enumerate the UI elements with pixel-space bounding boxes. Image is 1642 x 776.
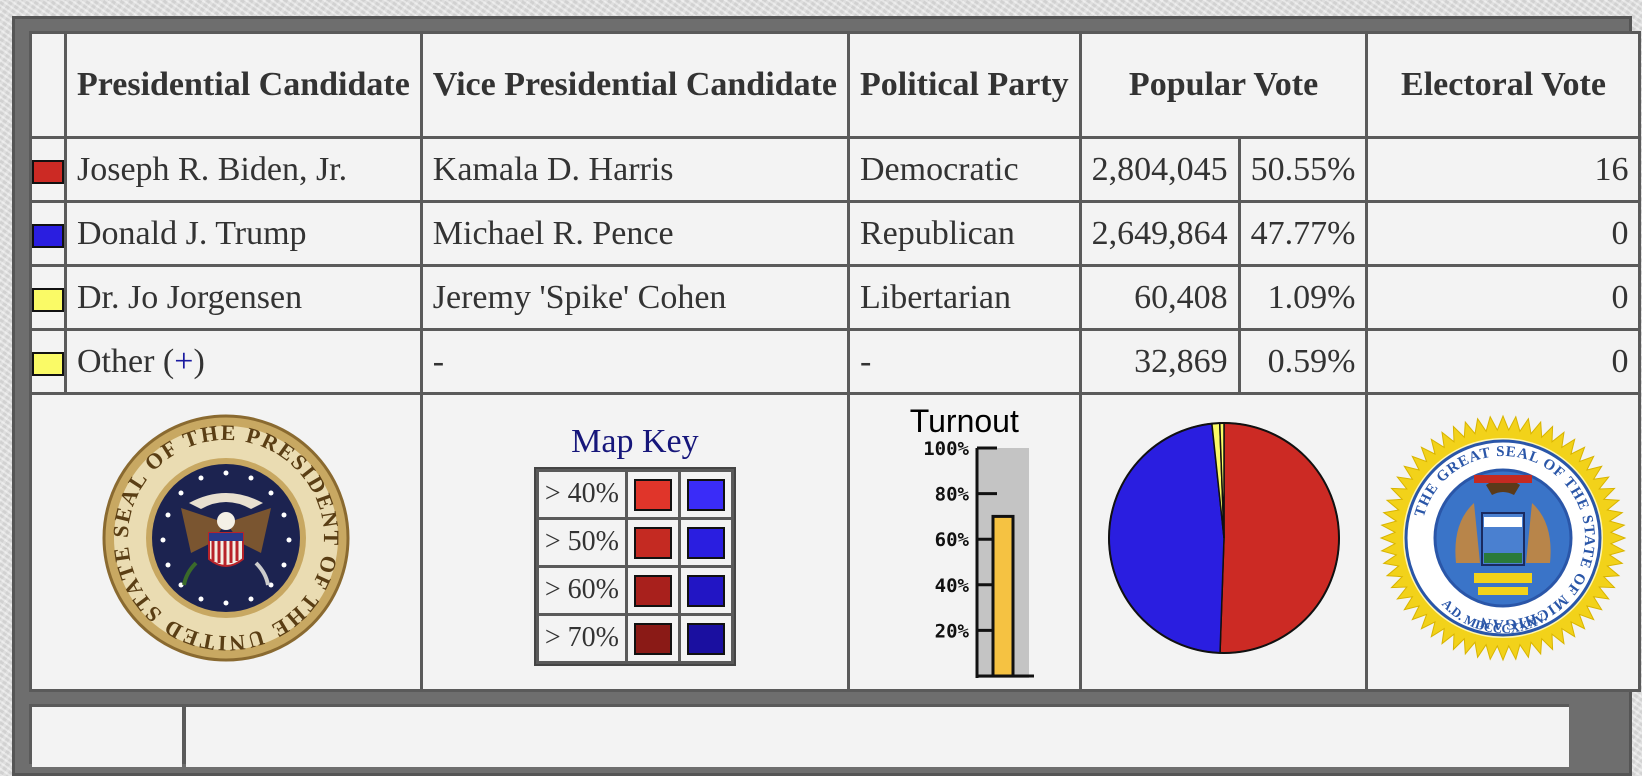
president-name: Dr. Jo Jorgensen (67, 267, 420, 328)
swatch-header (32, 34, 64, 136)
swatch-cell (32, 139, 64, 200)
dem-color-box (633, 478, 672, 511)
map-key-row: > 40% (538, 471, 731, 517)
rep-color-box (686, 478, 725, 511)
vice-president-name: - (422, 331, 847, 392)
other-prefix: Other ( (77, 342, 175, 380)
popular-vote-percent: 1.09% (1240, 267, 1366, 328)
party-color-swatch (32, 159, 64, 184)
map-key-table: > 40% > 50% > 60% > (533, 466, 736, 666)
map-key-dem-cell (627, 567, 678, 613)
map-key-cell: Map Key > 40% > 50% > 60% (422, 395, 847, 689)
electoral-vote-count: 0 (1368, 267, 1639, 328)
popular-vote-count: 2,649,864 (1081, 203, 1238, 264)
electoral-vote-header: Electoral Vote (1368, 34, 1639, 136)
party-header: Political Party (849, 34, 1079, 136)
party-color-swatch (32, 287, 64, 312)
map-key-label: > 40% (538, 471, 625, 517)
rep-color-box (686, 526, 725, 559)
michigan-seal-cell: THE GREAT SEAL OF THE STATE OF MICHIGAN … (1368, 395, 1639, 689)
president-name: Other (+) (67, 331, 420, 392)
map-key-dem-cell (627, 615, 678, 661)
presidential-header: Presidential Candidate (67, 34, 420, 136)
map-key-label: > 50% (538, 519, 625, 565)
popular-vote-pie-chart (1107, 421, 1340, 654)
swatch-cell (32, 267, 64, 328)
turnout-tick-label: 60% (935, 529, 970, 551)
expand-others-link[interactable]: + (174, 342, 194, 380)
party-name: Republican (849, 203, 1079, 264)
popular-vote-header: Popular Vote (1081, 34, 1366, 136)
map-key-label: > 70% (538, 615, 625, 661)
turnout-cell: Turnout 100% 80% 60% 40% 20% (849, 395, 1079, 689)
graphics-row: SEAL OF THE PRESIDENT OF THE UNITED STAT… (32, 395, 1639, 689)
party-name: Libertarian (849, 267, 1079, 328)
turnout-tick-label: 80% (935, 484, 970, 506)
popular-vote-count: 32,869 (1081, 331, 1238, 392)
electoral-vote-count: 0 (1368, 331, 1639, 392)
presidential-seal-icon: SEAL OF THE PRESIDENT OF THE UNITED STAT… (94, 395, 350, 661)
pie-outline (1107, 421, 1340, 654)
turnout-gauge: 100% 80% 60% 40% 20% (924, 438, 1035, 678)
turnout-tick-label: 100% (924, 440, 970, 460)
popular-vote-count: 2,804,045 (1081, 139, 1238, 200)
turnout-tick-label: 40% (935, 575, 970, 597)
table-row: Dr. Jo Jorgensen Jeremy 'Spike' Cohen Li… (32, 267, 1639, 328)
map-key-rep-cell (680, 471, 731, 517)
results-frame: Presidential Candidate Vice Presidential… (12, 16, 1642, 776)
party-name: - (849, 331, 1079, 392)
swatch-cell (32, 331, 64, 392)
turnout-tick-label: 20% (935, 620, 970, 642)
vice-presidential-header: Vice Presidential Candidate (422, 34, 847, 136)
map-key-rep-cell (680, 519, 731, 565)
pie-chart-cell (1081, 395, 1366, 689)
president-name: Donald J. Trump (67, 203, 420, 264)
rep-color-box (686, 622, 725, 655)
next-table-cell (186, 707, 1569, 767)
presidential-seal-cell: SEAL OF THE PRESIDENT OF THE UNITED STAT… (32, 395, 420, 689)
map-key-row: > 70% (538, 615, 731, 661)
vice-president-name: Kamala D. Harris (422, 139, 847, 200)
president-name: Joseph R. Biden, Jr. (67, 139, 420, 200)
vice-president-name: Michael R. Pence (422, 203, 847, 264)
popular-vote-percent: 50.55% (1240, 139, 1366, 200)
popular-vote-percent: 47.77% (1240, 203, 1366, 264)
party-color-swatch (32, 351, 64, 376)
turnout-title: Turnout (909, 403, 1019, 439)
map-key-dem-cell (627, 519, 678, 565)
dem-color-box (633, 574, 672, 607)
michigan-seal-icon: THE GREAT SEAL OF THE STATE OF MICHIGAN … (1380, 414, 1627, 661)
map-key-row: > 60% (538, 567, 731, 613)
popular-vote-percent: 0.59% (1240, 331, 1366, 392)
electoral-vote-count: 16 (1368, 139, 1639, 200)
map-key-row: > 50% (538, 519, 731, 565)
dem-color-box (633, 622, 672, 655)
map-key-dem-cell (627, 471, 678, 517)
map-key-rep-cell (680, 615, 731, 661)
map-key-label: > 60% (538, 567, 625, 613)
dem-color-box (633, 526, 672, 559)
popular-vote-count: 60,408 (1081, 267, 1238, 328)
pie-slice (1218, 421, 1340, 654)
table-row: Other (+) - - 32,869 0.59% 0 (32, 331, 1639, 392)
turnout-level-bar (991, 514, 1015, 678)
table-row: Donald J. Trump Michael R. Pence Republi… (32, 203, 1639, 264)
table-row: Joseph R. Biden, Jr. Kamala D. Harris De… (32, 139, 1639, 200)
results-table: Presidential Candidate Vice Presidential… (29, 31, 1642, 692)
other-suffix: ) (193, 342, 205, 380)
rep-color-box (686, 574, 725, 607)
header-row: Presidential Candidate Vice Presidential… (32, 34, 1639, 136)
swatch-cell (32, 203, 64, 264)
party-name: Democratic (849, 139, 1079, 200)
map-key-title: Map Key (571, 422, 699, 460)
pie-slice (1107, 422, 1225, 654)
party-color-swatch (32, 223, 64, 248)
electoral-vote-count: 0 (1368, 203, 1639, 264)
vice-president-name: Jeremy 'Spike' Cohen (422, 267, 847, 328)
next-table-top (29, 704, 1569, 767)
next-table-cell (32, 707, 182, 767)
map-key-rep-cell (680, 567, 731, 613)
